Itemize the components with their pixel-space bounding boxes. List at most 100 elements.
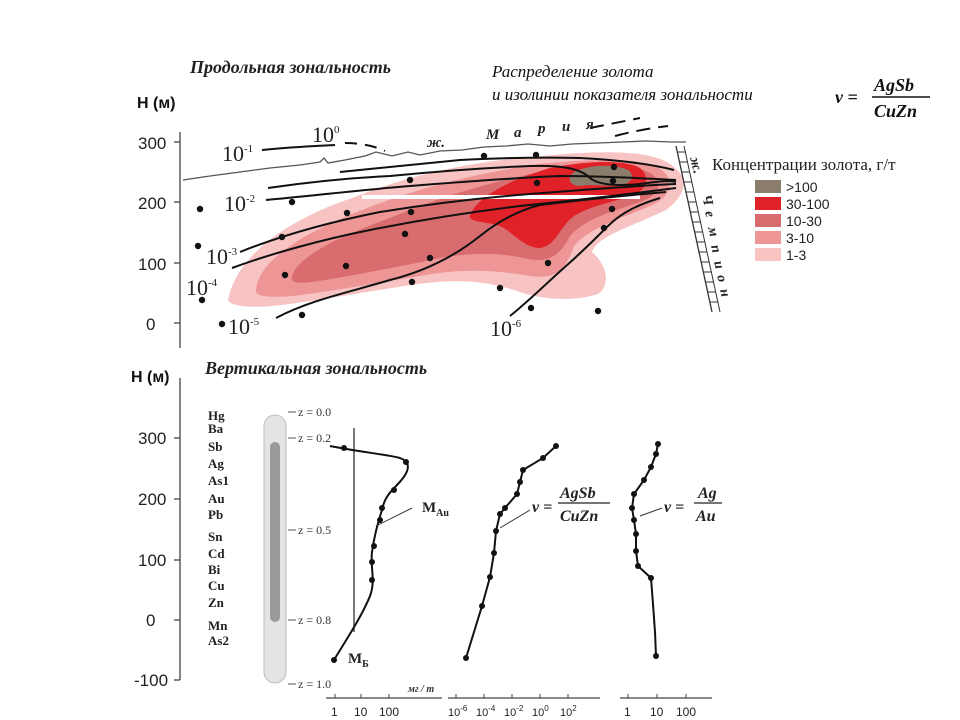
label-m-au: MAu xyxy=(422,500,449,519)
element-zn: Zn xyxy=(208,595,225,610)
element-cd: Cd xyxy=(208,546,225,561)
svg-text:о: о xyxy=(713,273,729,283)
isoline-label-10-0: 100 xyxy=(312,122,340,147)
svg-text:z = 1.0: z = 1.0 xyxy=(298,677,331,691)
isoline-10-0-dashed xyxy=(344,142,386,152)
bottom-y-tick-minus100: -100 xyxy=(134,671,168,690)
svg-text:z = 0.0: z = 0.0 xyxy=(298,405,331,419)
isoline-10-6 xyxy=(509,197,661,317)
svg-text:Au: Au xyxy=(695,508,716,525)
top-y-tick-100: 100 xyxy=(138,255,166,274)
isoline-10-3 xyxy=(239,183,677,253)
svg-text:100: 100 xyxy=(676,705,696,719)
isoline-label-10-4: 10-4 xyxy=(186,275,218,300)
svg-text:Ч: Ч xyxy=(698,193,715,207)
legend-item-1-3: 1-3 xyxy=(755,247,806,263)
isoline-label-10-2: 10-2 xyxy=(224,191,255,216)
bottom-y-tick-200: 200 xyxy=(138,490,166,509)
svg-text:10-4: 10-4 xyxy=(476,704,496,719)
vein-mariya-label: ж. М а р и я xyxy=(427,117,594,151)
top-formula-v: v = xyxy=(835,87,858,107)
svg-text:100: 100 xyxy=(379,705,399,719)
svg-text:М: М xyxy=(485,127,500,143)
isoline-10-5 xyxy=(275,191,667,319)
isoline-label-10-6: 10-6 xyxy=(490,316,522,341)
bottom-y-ticks xyxy=(174,437,180,681)
x-axis-ag-au: 1 10 100 xyxy=(620,694,712,719)
element-sequence: Hg Ba Sb Ag As1 Au Pb Sn Cd Bi Cu Zn Mn … xyxy=(208,408,229,648)
top-y-tick-300: 300 xyxy=(138,134,166,153)
label-m-b: MБ xyxy=(348,651,369,670)
svg-text:v =: v = xyxy=(664,499,684,516)
x-axis-gold: мг / т 1 10 100 xyxy=(326,684,442,719)
svg-text:10-6: 10-6 xyxy=(448,704,468,719)
svg-text:и: и xyxy=(710,259,726,270)
isoline-a xyxy=(339,156,675,173)
isoline-10-1 xyxy=(261,144,336,151)
top-subtitle-line2: и изолинии показателя зональности xyxy=(492,85,753,104)
svg-text:м: м xyxy=(704,224,721,238)
profile-ag-au: v = Ag Au xyxy=(629,441,722,659)
element-hg: Hg xyxy=(208,408,225,423)
element-mn: Mn xyxy=(208,618,228,633)
ore-body-schematic xyxy=(263,414,287,684)
bottom-y-tick-0: 0 xyxy=(146,611,155,630)
svg-text:>100: >100 xyxy=(786,179,818,195)
top-subtitle-line1: Распределение золота xyxy=(491,62,654,81)
svg-text:1-3: 1-3 xyxy=(786,247,806,263)
svg-text:р: р xyxy=(536,121,546,137)
svg-text:10-30: 10-30 xyxy=(786,213,822,229)
zonality-isolines xyxy=(231,117,677,319)
top-y-tick-200: 200 xyxy=(138,194,166,213)
svg-text:30-100: 30-100 xyxy=(786,196,830,212)
bottom-title: Вертикальная зональность xyxy=(204,358,427,378)
sample-points xyxy=(194,151,618,328)
isoline-label-10-1: 10-1 xyxy=(222,141,253,166)
element-cu: Cu xyxy=(208,578,225,593)
top-y-tick-0: 0 xyxy=(146,315,155,334)
svg-text:z = 0.2: z = 0.2 xyxy=(298,431,331,445)
svg-text:v =: v = xyxy=(532,499,552,516)
vein-champion-label: ж. Ч е м п и о н xyxy=(686,155,732,298)
svg-text:102: 102 xyxy=(560,704,577,719)
top-title: Продольная зональность xyxy=(189,57,391,77)
legend-item-10-30: 10-30 xyxy=(755,213,822,229)
isoline-label-10-3: 10-3 xyxy=(206,244,238,269)
element-sb: Sb xyxy=(208,439,222,454)
svg-text:е: е xyxy=(701,209,717,219)
svg-text:z = 0.5: z = 0.5 xyxy=(298,523,331,537)
z-index-labels: z = 0.0 z = 0.2 z = 0.5 z = 0.8 z = 1.0 xyxy=(288,405,331,691)
isoline-dashed-mariya-left xyxy=(589,117,641,129)
bottom-y-axis-label: H (м) xyxy=(131,369,170,386)
svg-text:я: я xyxy=(585,117,594,133)
profile-gold-concentration: MAu MБ xyxy=(329,428,449,670)
element-ag: Ag xyxy=(208,456,224,471)
svg-text:100: 100 xyxy=(532,704,549,719)
svg-text:10-2: 10-2 xyxy=(504,704,524,719)
element-bi: Bi xyxy=(208,562,221,577)
top-y-axis-label: H (м) xyxy=(137,95,176,112)
gold-concentration-zones xyxy=(228,152,684,307)
element-ba: Ba xyxy=(208,421,224,436)
svg-text:ж.: ж. xyxy=(686,155,705,175)
element-as2: As2 xyxy=(208,633,229,648)
legend-title: Концентрации золота, г/т xyxy=(712,155,896,174)
isoline-10-2 xyxy=(265,174,677,201)
element-as1: As1 xyxy=(208,473,229,488)
bottom-y-tick-100: 100 xyxy=(138,551,166,570)
svg-text:и: и xyxy=(562,119,570,135)
element-sn: Sn xyxy=(208,529,223,544)
isoline-b xyxy=(267,164,677,189)
top-formula-numerator: AgSb xyxy=(873,75,914,95)
x-axis-agsb-cuzn: 10-6 10-4 10-2 100 102 xyxy=(448,694,600,719)
svg-text:AgSb: AgSb xyxy=(559,485,596,502)
svg-text:1: 1 xyxy=(624,705,631,719)
legend-item-3-10: 3-10 xyxy=(755,230,814,246)
isoline-dashed-mariya-right xyxy=(614,125,669,137)
legend-item-gt100: >100 xyxy=(755,179,818,195)
vein-champion xyxy=(675,145,721,313)
element-pb: Pb xyxy=(208,507,223,522)
svg-text:10: 10 xyxy=(354,705,368,719)
svg-text:CuZn: CuZn xyxy=(560,508,598,525)
